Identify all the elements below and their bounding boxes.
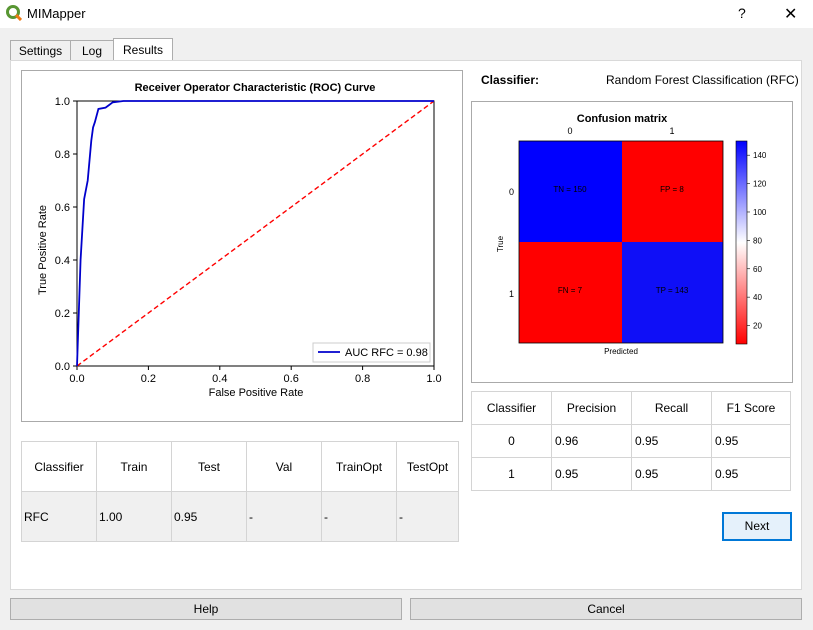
classifier-value: Random Forest Classification (RFC) bbox=[606, 73, 799, 87]
scores-header-test: Test bbox=[171, 441, 247, 492]
cm-xtick-0: 0 bbox=[567, 126, 572, 136]
table-cell: 0.95 bbox=[711, 424, 791, 458]
cm-frame bbox=[518, 140, 724, 344]
roc-xtick-label: 1.0 bbox=[426, 373, 441, 385]
cm-colorbar-label: 20 bbox=[753, 322, 762, 331]
cm-colorbar-label: 60 bbox=[753, 265, 762, 274]
scores-header-trainopt: TrainOpt bbox=[321, 441, 397, 492]
confusion-matrix-chart: Confusion matrix 0 1 0 1 True Predicted … bbox=[496, 113, 767, 356]
table-cell: 1.00 bbox=[96, 491, 172, 542]
cm-label-fn: FN = 7 bbox=[558, 286, 583, 295]
cm-title: Confusion matrix bbox=[577, 113, 668, 125]
cm-colorbar-label: 120 bbox=[753, 180, 767, 189]
next-button[interactable]: Next bbox=[722, 512, 792, 541]
tab-results[interactable]: Results bbox=[113, 38, 173, 62]
table-cell: 0.96 bbox=[551, 424, 632, 458]
table-row: 1 0.95 0.95 0.95 bbox=[471, 457, 791, 491]
roc-diagonal bbox=[76, 100, 435, 367]
confusion-matrix-container: Confusion matrix 0 1 0 1 True Predicted … bbox=[471, 101, 793, 383]
title-bar: MIMapper ? ✕ bbox=[0, 0, 813, 28]
cm-colorbar-label: 100 bbox=[753, 208, 767, 217]
cm-xtick-1: 1 bbox=[669, 126, 674, 136]
roc-xlabel: False Positive Rate bbox=[209, 387, 304, 399]
table-cell: - bbox=[396, 491, 459, 542]
roc-ytick-label: 0.4 bbox=[55, 255, 70, 267]
table-cell: RFC bbox=[21, 491, 97, 542]
cm-cell-tn bbox=[519, 141, 622, 242]
table-cell: 0.95 bbox=[171, 491, 247, 542]
cm-cell-tp bbox=[622, 242, 723, 343]
scores-header-testopt: TestOpt bbox=[396, 441, 459, 492]
cm-ytick-1: 1 bbox=[509, 289, 514, 299]
cm-label-tp: TP = 143 bbox=[656, 286, 689, 295]
close-icon[interactable]: ✕ bbox=[784, 6, 798, 23]
metrics-header-classifier: Classifier bbox=[471, 391, 552, 425]
tab-log[interactable]: Log bbox=[70, 40, 114, 61]
metrics-header-f1: F1 Score bbox=[711, 391, 791, 425]
roc-xtick-label: 0.8 bbox=[355, 373, 370, 385]
help-icon[interactable]: ? bbox=[738, 5, 746, 21]
roc-xtick-label: 0.0 bbox=[69, 373, 84, 385]
roc-ytick-label: 1.0 bbox=[55, 96, 70, 108]
table-row: 0 0.96 0.95 0.95 bbox=[471, 424, 791, 458]
cm-label-tn: TN = 150 bbox=[553, 185, 587, 194]
table-cell: 0 bbox=[471, 424, 552, 458]
metrics-table: Classifier Precision Recall F1 Score 0 0… bbox=[471, 391, 791, 491]
table-cell: - bbox=[321, 491, 397, 542]
roc-ytick-label: 0.8 bbox=[55, 149, 70, 161]
table-cell: 0.95 bbox=[711, 457, 791, 491]
tab-settings[interactable]: Settings bbox=[10, 40, 71, 61]
cm-ylabel: True bbox=[496, 235, 505, 252]
table-cell: - bbox=[246, 491, 322, 542]
cm-colorbar-label: 40 bbox=[753, 293, 762, 302]
table-row: RFC 1.00 0.95 - - - bbox=[21, 491, 459, 542]
cm-colorbar-label: 140 bbox=[753, 151, 767, 160]
roc-chart-title: Receiver Operator Characteristic (ROC) C… bbox=[135, 82, 376, 94]
cm-ytick-0: 0 bbox=[509, 187, 514, 197]
cm-cell-fp bbox=[622, 141, 723, 242]
table-cell: 0.95 bbox=[551, 457, 632, 491]
table-cell: 0.95 bbox=[631, 457, 712, 491]
cancel-button[interactable]: Cancel bbox=[410, 598, 802, 620]
cm-label-fp: FP = 8 bbox=[660, 185, 684, 194]
window-title: MIMapper bbox=[27, 6, 86, 21]
table-cell: 1 bbox=[471, 457, 552, 491]
metrics-header-precision: Precision bbox=[551, 391, 632, 425]
roc-xtick-label: 0.2 bbox=[141, 373, 156, 385]
help-button[interactable]: Help bbox=[10, 598, 402, 620]
roc-ytick-label: 0.6 bbox=[55, 202, 70, 214]
roc-legend: AUC RFC = 0.98 bbox=[312, 342, 431, 363]
classifier-label: Classifier: bbox=[481, 73, 540, 87]
scores-header-val: Val bbox=[246, 441, 322, 492]
cm-xlabel: Predicted bbox=[604, 347, 638, 356]
cm-colorbar bbox=[735, 140, 748, 345]
scores-header-classifier: Classifier bbox=[21, 441, 97, 492]
roc-legend-label: AUC RFC = 0.98 bbox=[345, 347, 428, 359]
metrics-header-recall: Recall bbox=[631, 391, 712, 425]
roc-chart: Receiver Operator Characteristic (ROC) C… bbox=[37, 82, 442, 399]
table-cell: 0.95 bbox=[631, 424, 712, 458]
qgis-logo-icon bbox=[6, 5, 22, 21]
roc-ytick-label: 0.2 bbox=[55, 308, 70, 320]
scores-header-train: Train bbox=[96, 441, 172, 492]
roc-chart-container: Receiver Operator Characteristic (ROC) C… bbox=[21, 70, 463, 422]
scores-table: Classifier Train Test Val TrainOpt TestO… bbox=[21, 441, 459, 542]
cm-colorbar-label: 80 bbox=[753, 236, 762, 245]
roc-xtick-label: 0.4 bbox=[212, 373, 227, 385]
cm-cell-fn bbox=[519, 242, 622, 343]
roc-ylabel: True Positive Rate bbox=[37, 205, 49, 295]
roc-ytick-label: 0.0 bbox=[55, 361, 70, 373]
roc-xtick-label: 0.6 bbox=[284, 373, 299, 385]
roc-curve bbox=[76, 100, 434, 367]
